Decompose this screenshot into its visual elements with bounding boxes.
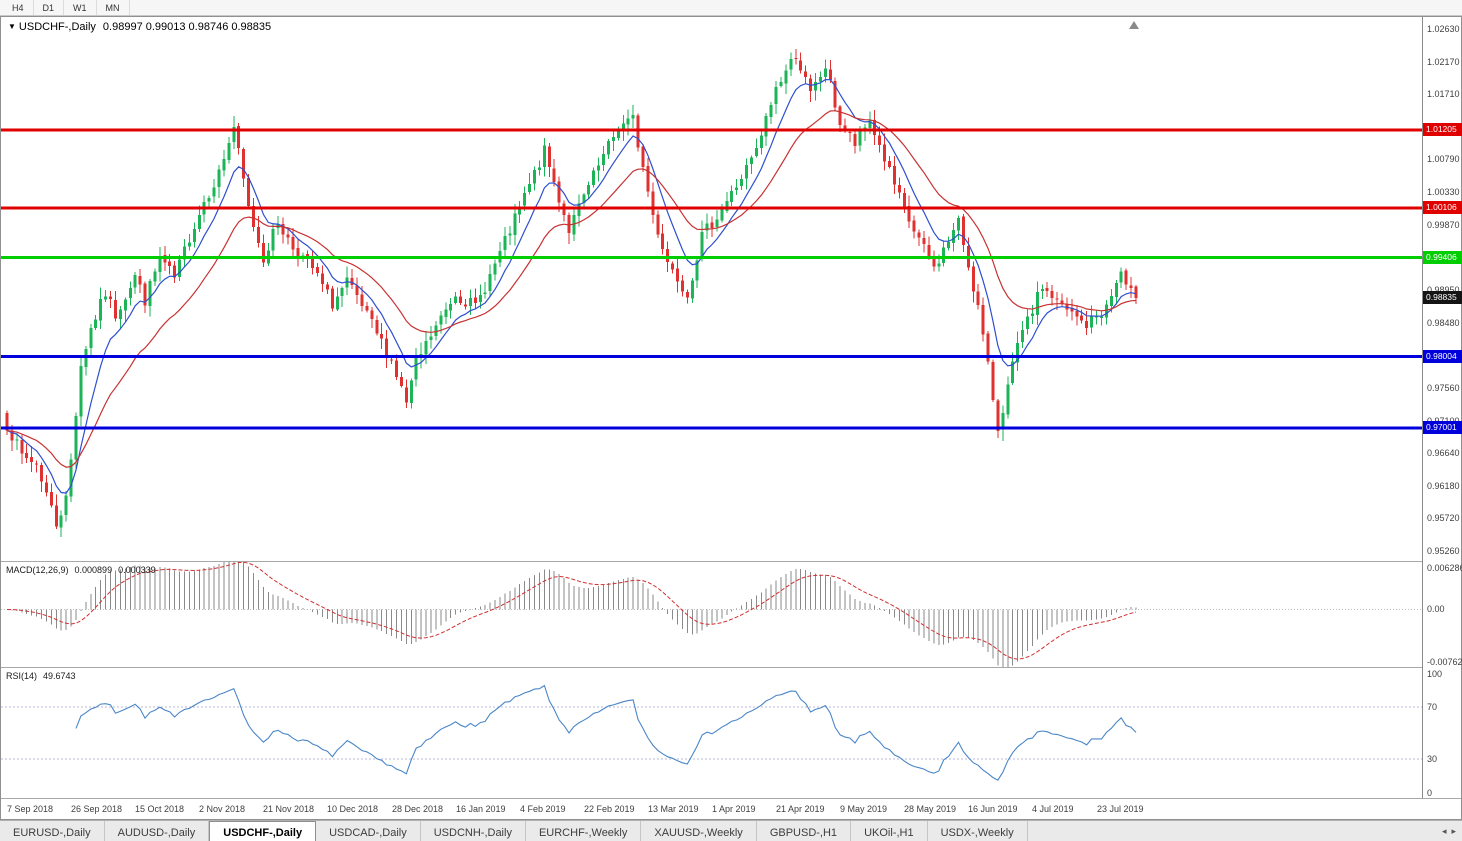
timeframe-toolbar: H4 D1 W1 MN [0, 0, 1462, 16]
pane-splitter[interactable] [1, 667, 1461, 668]
date-axis-label: 16 Jan 2019 [456, 804, 506, 814]
macd-pane[interactable]: MACD(12,26,9) 0.000899 0.000339 [1, 562, 1422, 667]
hline-price-badge: 0.98004 [1423, 350, 1462, 363]
rsi-pane[interactable]: RSI(14) 49.6743 [1, 668, 1422, 798]
rsi-axis-label: 70 [1427, 702, 1438, 712]
price-axis-label: 1.00790 [1427, 154, 1460, 164]
tab-scroll-left-icon[interactable]: ◂ [1441, 825, 1447, 836]
date-axis-label: 9 May 2019 [840, 804, 888, 814]
macd-signal-value: 0.000339 [118, 565, 156, 575]
rsi-axis-label: 0 [1427, 788, 1433, 798]
main-chart-pane[interactable]: ▼ USDCHF-,Daily 0.98997 0.99013 0.98746 0.… [1, 17, 1422, 561]
rsi-label: RSI(14) 49.6743 [6, 671, 76, 681]
date-axis-label: 4 Feb 2019 [520, 804, 566, 814]
hline-price-badge: 1.01205 [1423, 123, 1462, 136]
chart-tab-audusd-daily[interactable]: AUDUSD-,Daily [105, 821, 210, 841]
date-axis-label: 13 Mar 2019 [648, 804, 699, 814]
chart-title: ▼ USDCHF-,Daily 0.98997 0.99013 0.98746 0.… [8, 21, 271, 33]
price-axis-label: 0.98950 [1427, 285, 1460, 295]
price-axis-label: 0.96640 [1427, 448, 1460, 458]
price-axis-label: 0.96180 [1427, 481, 1460, 491]
price-axis-label: 0.98480 [1427, 318, 1460, 328]
macd-axis-label: -0.00762 [1427, 657, 1462, 667]
date-axis-label: 1 Apr 2019 [712, 804, 756, 814]
timeframe-button-mn[interactable]: MN [97, 0, 130, 15]
pane-splitter[interactable] [1, 561, 1461, 562]
macd-label: MACD(12,26,9) 0.000899 0.000339 [6, 565, 156, 575]
chart-tab-eurchf-weekly[interactable]: EURCHF-,Weekly [526, 821, 642, 841]
date-axis-label: 28 May 2019 [904, 804, 957, 814]
tab-scroll-right-icon[interactable]: ▸ [1451, 825, 1456, 836]
timeframe-button-w1[interactable]: W1 [64, 0, 97, 15]
chart-shift-marker-icon[interactable] [1129, 21, 1139, 29]
chart-tab-usdcnh-daily[interactable]: USDCNH-,Daily [421, 821, 526, 841]
price-axis-label: 0.99870 [1427, 220, 1460, 230]
chart-tab-xauusd-weekly[interactable]: XAUUSD-,Weekly [641, 821, 757, 841]
hline-price-badge: 1.00106 [1423, 201, 1462, 214]
timeframe-button-d1[interactable]: D1 [34, 0, 65, 15]
date-axis-label: 26 Sep 2018 [71, 804, 123, 814]
chart-dropdown-icon[interactable]: ▼ [8, 22, 16, 31]
date-axis-label: 4 Jul 2019 [1032, 804, 1074, 814]
date-axis-label: 23 Jul 2019 [1097, 804, 1144, 814]
date-axis-label: 16 Jun 2019 [968, 804, 1018, 814]
price-axis[interactable]: 1.02630 1.02170 1.01710 1.00790 1.00330 0.998… [1422, 17, 1462, 798]
candlestick-chart[interactable] [1, 17, 1422, 561]
chart-window: ▼ USDCHF-,Daily 0.98997 0.99013 0.98746 0.… [0, 16, 1462, 820]
rsi-value: 49.6743 [43, 671, 76, 681]
rsi-axis-label: 30 [1427, 754, 1438, 764]
price-axis-label: 0.95720 [1427, 513, 1460, 523]
chart-tab-gbpusd-h1[interactable]: GBPUSD-,H1 [757, 821, 852, 841]
macd-main-value: 0.000899 [74, 565, 113, 575]
chart-tab-eurusd-daily[interactable]: EURUSD-,Daily [0, 821, 105, 841]
rsi-chart[interactable] [1, 668, 1422, 798]
date-axis-label: 7 Sep 2018 [7, 804, 54, 814]
chart-symbol-label: USDCHF-,Daily [18, 21, 96, 33]
date-axis-label: 10 Dec 2018 [327, 804, 379, 814]
timeframe-button-h4[interactable]: H4 [3, 0, 34, 15]
date-axis-label: 28 Dec 2018 [392, 804, 444, 814]
date-axis-label: 21 Nov 2018 [263, 804, 315, 814]
pane-splitter [1, 798, 1461, 799]
macd-axis-label: 0.006286 [1427, 563, 1462, 573]
chart-tab-usdchf-daily[interactable]: USDCHF-,Daily [209, 821, 317, 841]
chart-tab-usdcad-daily[interactable]: USDCAD-,Daily [316, 821, 421, 841]
price-axis-label: 1.00330 [1427, 187, 1460, 197]
price-axis-label: 1.01710 [1427, 89, 1460, 99]
tab-scroll-controls: ◂ ▸ [1442, 821, 1462, 841]
price-axis-label: 1.02170 [1427, 57, 1460, 67]
price-axis-label: 0.95260 [1427, 546, 1460, 556]
hline-price-badge: 0.99406 [1423, 251, 1462, 264]
price-axis-label: 1.02630 [1427, 24, 1460, 34]
date-axis-label: 22 Feb 2019 [584, 804, 635, 814]
date-axis[interactable]: 7 Sep 2018 26 Sep 2018 15 Oct 2018 2 Nov 20… [1, 799, 1461, 819]
macd-chart[interactable] [1, 562, 1422, 667]
chart-tab-usdx-weekly[interactable]: USDX-,Weekly [928, 821, 1028, 841]
chart-tab-bar: EURUSD-,Daily AUDUSD-,Daily USDCHF-,Daily U… [0, 820, 1462, 841]
chart-tab-ukoil-h1[interactable]: UKOil-,H1 [851, 821, 928, 841]
hline-price-badge: 0.97001 [1423, 421, 1462, 434]
date-axis-label: 21 Apr 2019 [776, 804, 825, 814]
price-axis-label: 0.97560 [1427, 383, 1460, 393]
bid-price-badge: 0.98835 [1423, 291, 1462, 304]
date-axis-label: 2 Nov 2018 [199, 804, 246, 814]
macd-name: MACD(12,26,9) [6, 565, 69, 575]
macd-axis-label: 0.00 [1427, 604, 1445, 614]
rsi-name: RSI(14) [6, 671, 38, 681]
chart-ohlc-values: 0.98997 0.99013 0.98746 0.98835 [102, 21, 272, 33]
rsi-axis-label: 100 [1427, 669, 1443, 679]
date-axis-label: 15 Oct 2018 [135, 804, 185, 814]
